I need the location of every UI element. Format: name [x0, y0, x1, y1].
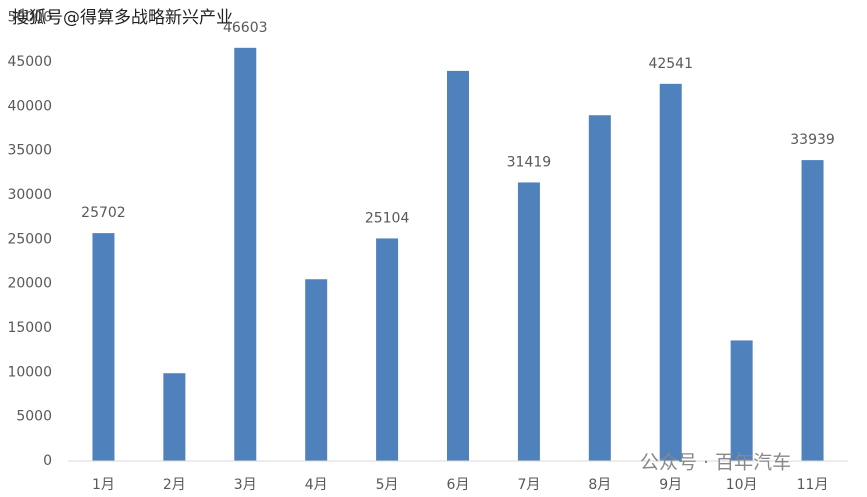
x-tick-label: 10月 — [726, 477, 758, 493]
bar — [801, 160, 824, 461]
y-tick-label: 35000 — [7, 143, 52, 159]
y-tick-label: 50000 — [7, 10, 52, 26]
bar — [730, 340, 753, 461]
watermark: 搜狐号@得算多战略新兴产业 — [12, 8, 233, 28]
bar — [588, 115, 611, 461]
y-tick-label: 20000 — [7, 276, 52, 292]
x-tick-label: 5月 — [376, 477, 399, 493]
y-tick-label: 5000 — [16, 409, 52, 425]
data-label: 46603 — [223, 20, 268, 36]
data-label: 33939 — [790, 132, 835, 148]
bar — [92, 233, 115, 461]
bar — [305, 279, 328, 461]
watermark: 公众号 · 百年汽车 — [640, 452, 791, 474]
data-label: 42541 — [648, 56, 693, 72]
x-tick-label: 1月 — [92, 477, 115, 493]
bar — [659, 83, 682, 462]
x-tick-label: 3月 — [234, 477, 257, 493]
y-tick-label: 15000 — [7, 320, 52, 336]
x-tick-label: 7月 — [517, 477, 540, 493]
data-label: 25702 — [81, 205, 126, 221]
y-tick-label: 45000 — [7, 54, 52, 70]
bar — [376, 238, 399, 461]
y-tick-label: 40000 — [7, 98, 52, 114]
data-label: 31419 — [507, 154, 552, 170]
x-tick-label: 9月 — [659, 477, 682, 493]
y-tick-label: 30000 — [7, 187, 52, 203]
x-tick-label: 8月 — [588, 477, 611, 493]
bar — [517, 182, 540, 461]
y-tick-label: 10000 — [7, 364, 52, 380]
x-tick-label: 2月 — [163, 477, 186, 493]
bar — [447, 70, 469, 462]
y-tick-label: 25000 — [7, 231, 52, 247]
bar — [234, 47, 257, 461]
bar — [163, 373, 186, 461]
x-tick-label: 4月 — [305, 477, 328, 493]
data-label: 25104 — [365, 210, 410, 226]
x-tick-label: 11月 — [797, 477, 829, 493]
y-tick-label: 0 — [43, 453, 52, 469]
x-tick-label: 6月 — [447, 477, 470, 493]
